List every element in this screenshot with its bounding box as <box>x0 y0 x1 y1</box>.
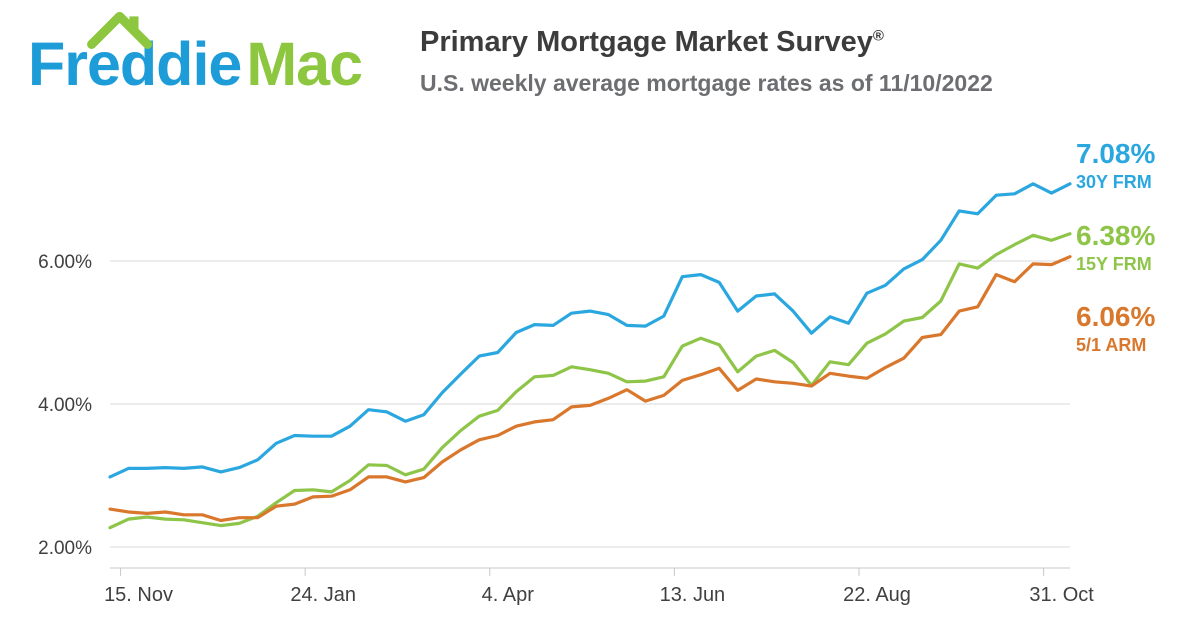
x-axis-label-4. Apr: 4. Apr <box>482 584 535 606</box>
x-axis-label-22. Aug: 22. Aug <box>843 584 911 606</box>
legend-label-51-arm: 5/1 ARM <box>1076 335 1147 355</box>
logo-text-freddie: Freddie <box>28 30 242 98</box>
chimney-shape <box>129 16 139 32</box>
y-axis-label-2.00%: 2.00% <box>38 538 92 559</box>
legend-entry-51-arm: 6.06% 5/1 ARM <box>1076 301 1200 355</box>
y-axis-label-6.00%: 6.00% <box>38 252 92 273</box>
legend-label-30y-frm: 30Y FRM <box>1076 172 1152 192</box>
y-axis-label-4.00%: 4.00% <box>38 395 92 416</box>
header-title-block: Primary Mortgage Market Survey® U.S. wee… <box>420 26 993 97</box>
series-line-30y-frm <box>108 182 1072 479</box>
house-roof-icon <box>87 11 153 49</box>
legend-label-15y-frm: 15Y FRM <box>1076 254 1152 274</box>
series-line-15y-frm <box>108 232 1072 530</box>
x-axis-label-15. Nov: 15. Nov <box>104 584 173 606</box>
legend-rate-30y-frm: 7.08% <box>1076 138 1156 169</box>
page-title-text: Primary Mortgage Market Survey <box>420 26 873 58</box>
registered-trademark: ® <box>872 27 884 45</box>
x-axis-label-31. Oct: 31. Oct <box>1029 584 1094 606</box>
roof-shape <box>87 11 153 49</box>
mortgage-rates-line-chart: 2.00% 4.00% 6.00% 15. Nov 24. Jan 4. Apr 13. J… <box>38 182 1094 606</box>
x-axis-label-13. Jun: 13. Jun <box>660 584 726 606</box>
page-subtitle: U.S. weekly average mortgage rates as of… <box>420 70 993 97</box>
x-axis-label-24. Jan: 24. Jan <box>290 584 356 606</box>
logo-text-mac: Mac <box>246 30 363 98</box>
freddie-mac-logo: FreddieMac <box>28 34 363 95</box>
legend-rate-15y-frm: 6.38% <box>1076 220 1156 251</box>
legend-entry-15y-frm: 6.38% 15Y FRM <box>1076 220 1200 274</box>
legend-entry-30y-frm: 7.08% 30Y FRM <box>1076 138 1200 192</box>
legend-rate-51-arm: 6.06% <box>1076 301 1156 332</box>
series-line-5-1-arm <box>108 255 1072 523</box>
page-title: Primary Mortgage Market Survey® <box>420 26 993 59</box>
